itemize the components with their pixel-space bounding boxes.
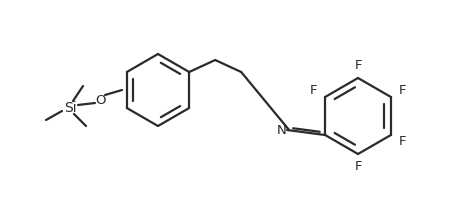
Text: F: F [398,135,406,148]
Text: F: F [354,161,362,173]
Text: O: O [95,93,105,107]
Text: N: N [276,124,286,136]
Text: F: F [310,84,317,97]
Text: Si: Si [64,101,76,115]
Text: F: F [398,84,406,97]
Text: F: F [354,58,362,71]
